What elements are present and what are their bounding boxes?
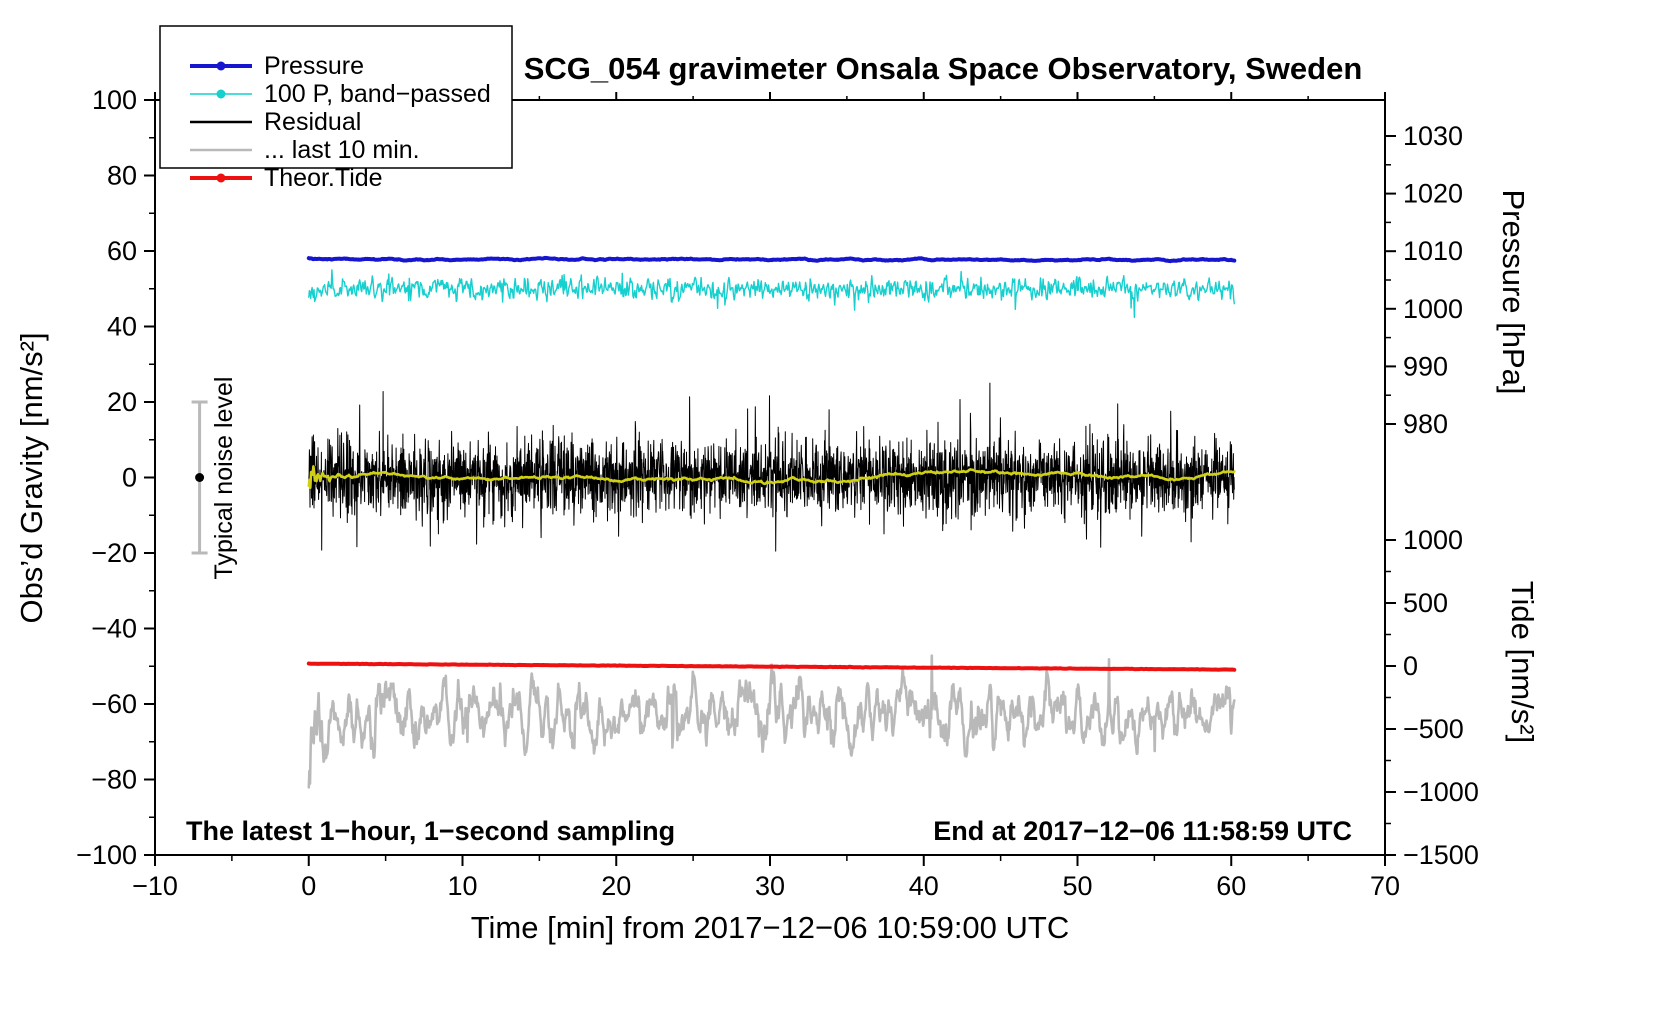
x-tick-label: 40 xyxy=(909,871,939,901)
series-residual xyxy=(308,382,1235,552)
x-tick-label: −10 xyxy=(132,871,178,901)
gravity-tick-label: 40 xyxy=(107,312,137,342)
series-residual-running-mean xyxy=(307,465,1236,489)
gravity-tick-label: 100 xyxy=(92,85,137,115)
series-last-10-min xyxy=(307,654,1236,789)
y-axis-title-tide: Tide [nm/s²] xyxy=(1505,581,1540,744)
legend-marker-dot xyxy=(216,89,226,99)
pressure-tick-label: 980 xyxy=(1403,409,1448,439)
x-tick-label: 10 xyxy=(447,871,477,901)
legend-item-pressure: Pressure xyxy=(190,52,364,80)
chart-title: SCG_054 gravimeter Onsala Space Observat… xyxy=(524,51,1363,86)
legend-marker-dot xyxy=(216,61,226,71)
noise-bar-dot xyxy=(195,473,205,482)
y-axis-title-pressure: Pressure [hPa] xyxy=(1496,189,1531,394)
tide-tick-label: 0 xyxy=(1403,651,1418,681)
legend-item-label: Theor.Tide xyxy=(264,164,383,192)
gravity-tick-label: 80 xyxy=(107,161,137,191)
legend-item-label: 100 P, band−passed xyxy=(264,80,491,108)
sampling-annotation: The latest 1−hour, 1−second sampling xyxy=(186,816,675,846)
gravity-tick-label: −60 xyxy=(91,689,137,719)
pressure-tick-label: 1000 xyxy=(1403,294,1463,324)
legend-item-label: Residual xyxy=(264,108,361,136)
gravity-tick-label: −20 xyxy=(91,538,137,568)
pressure-tick-label: 1010 xyxy=(1403,236,1463,266)
x-tick-label: 0 xyxy=(301,871,316,901)
x-axis-title: Time [min] from 2017−12−06 10:59:00 UTC xyxy=(471,910,1070,945)
tide-tick-label: 1000 xyxy=(1403,525,1463,555)
legend-item-label: Pressure xyxy=(264,52,364,80)
legend-item-theor-tide: Theor.Tide xyxy=(190,164,383,192)
gravity-tick-label: −100 xyxy=(76,840,137,870)
gravity-tick-label: 20 xyxy=(107,387,137,417)
legend-item-last-10-min: ... last 10 min. xyxy=(190,136,420,164)
noise-level-label: Typical noise level xyxy=(210,377,238,580)
x-tick-label: 20 xyxy=(601,871,631,901)
legend-item-label: ... last 10 min. xyxy=(264,136,420,164)
tide-tick-label: 500 xyxy=(1403,588,1448,618)
gravity-tick-label: 60 xyxy=(107,236,137,266)
x-tick-label: 70 xyxy=(1370,871,1400,901)
pressure-tick-label: 1030 xyxy=(1403,121,1463,151)
y-axis-title-gravity: Obs’d Gravity [nm/s²] xyxy=(14,332,49,623)
tide-tick-label: −1500 xyxy=(1403,840,1479,870)
gravity-tick-label: −40 xyxy=(91,614,137,644)
legend-item-residual: Residual xyxy=(190,108,361,136)
gravity-tick-label: 0 xyxy=(122,463,137,493)
pressure-tick-label: 990 xyxy=(1403,351,1448,381)
pressure-tick-label: 1020 xyxy=(1403,179,1463,209)
series-pressure xyxy=(306,255,1237,264)
tide-tick-label: −1000 xyxy=(1403,777,1479,807)
series-theor-tide xyxy=(306,661,1237,672)
x-tick-label: 60 xyxy=(1216,871,1246,901)
legend-marker-dot xyxy=(216,173,226,183)
series-100-p-band-passed xyxy=(308,269,1235,319)
tide-tick-label: −500 xyxy=(1403,714,1464,744)
x-tick-label: 30 xyxy=(755,871,785,901)
legend-item-100-p-band-passed: 100 P, band−passed xyxy=(190,80,491,108)
gravity-tick-label: −80 xyxy=(91,765,137,795)
chart-generated-layer: −10 0 10 20 30 40 50 60 70−100−80−60−40−20020406… xyxy=(76,25,1479,901)
x-tick-label: 50 xyxy=(1062,871,1092,901)
end-time-annotation: End at 2017−12−06 11:58:59 UTC xyxy=(933,816,1352,846)
